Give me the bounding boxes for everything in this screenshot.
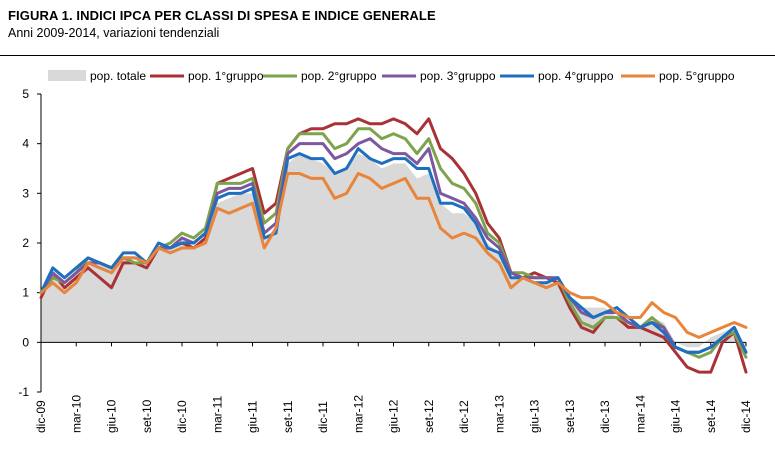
x-tick-label: mar-11 — [210, 396, 224, 433]
x-tick-label: giu-12 — [387, 399, 401, 433]
x-tick-label: dic-14 — [739, 400, 753, 433]
y-tick-label: 3 — [22, 186, 29, 200]
x-tick-label: mar-13 — [492, 395, 506, 433]
legend-label: pop. 3°gruppo — [420, 69, 496, 83]
x-tick-label: set-14 — [704, 399, 718, 433]
y-tick-label: 5 — [22, 87, 29, 101]
lines-layer — [39, 117, 748, 374]
x-tick-label: set-13 — [563, 399, 577, 433]
x-tick-label: giu-14 — [669, 399, 683, 433]
legend-label: pop. 5°gruppo — [659, 69, 735, 83]
x-tick-label: dic-09 — [34, 400, 48, 433]
x-tick-label: mar-10 — [69, 395, 83, 433]
x-tick-label: set-11 — [281, 400, 295, 433]
y-tick-label: 1 — [22, 286, 29, 300]
legend-swatch — [48, 70, 86, 81]
axes: -1 0 1 2 3 4 5 dic-09 mar-10 giu-10 set-10 dic-10 ma… — [18, 87, 753, 433]
x-tick-label: dic-12 — [457, 400, 471, 433]
chart-title: FIGURA 1. INDICI IPCA PER CLASSI DI SPES… — [8, 8, 436, 23]
y-tick-label: 2 — [22, 236, 29, 250]
x-tick-label: giu-11 — [246, 400, 260, 433]
y-tick-label: 0 — [22, 335, 29, 349]
y-tick-label: -1 — [18, 385, 29, 399]
x-tick-label: dic-10 — [175, 400, 189, 433]
y-tick-label: 4 — [22, 137, 29, 151]
legend-label: pop. totale — [90, 69, 146, 83]
x-tick-label: mar-12 — [351, 395, 365, 433]
x-tick-label: dic-13 — [598, 400, 612, 433]
x-tick-label: set-12 — [422, 399, 436, 433]
x-tick-label: mar-14 — [633, 395, 647, 433]
legend: pop. totale pop. 1°gruppo pop. 2°gruppo pop… — [48, 69, 735, 83]
legend-label: pop. 4°gruppo — [538, 69, 614, 83]
legend-label: pop. 1°gruppo — [188, 69, 264, 83]
x-tick-label: giu-13 — [528, 399, 542, 433]
series-line-pop-5-gruppo — [39, 171, 748, 339]
legend-label: pop. 2°gruppo — [301, 69, 377, 83]
x-tick-label: giu-10 — [105, 399, 119, 433]
x-tick-label: dic-11 — [316, 401, 330, 433]
header-divider — [0, 55, 775, 56]
chart-subtitle: Anni 2009-2014, variazioni tendenziali — [8, 26, 220, 40]
x-tick-label: set-10 — [140, 399, 154, 433]
